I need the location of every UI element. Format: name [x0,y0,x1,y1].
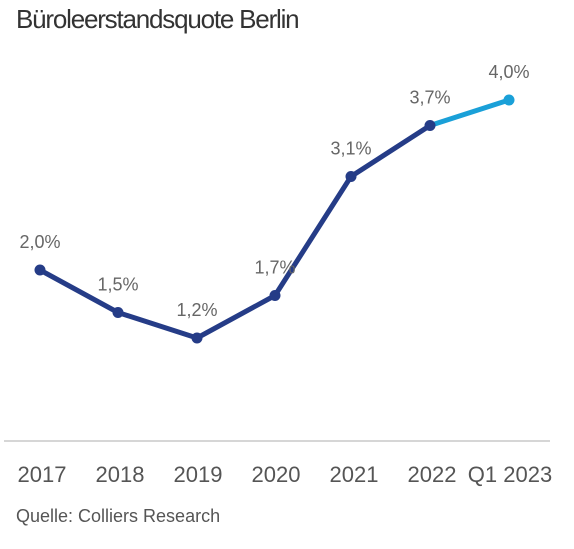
data-point [191,332,203,344]
data-point [269,290,281,301]
series-line-main [37,123,433,341]
x-axis-labels: 2017 2018 2019 2020 2021 2022 Q1 2023 [18,462,553,487]
x-tick-label: 2017 [18,462,67,487]
data-point [345,171,357,182]
data-label: 3,1% [330,139,371,159]
x-tick-label: 2020 [252,462,301,487]
data-points [34,94,515,344]
x-tick-label: 2022 [408,462,457,487]
data-label: 4,0% [488,62,529,82]
x-tick-label: 2021 [330,462,379,487]
x-tick-label: 2019 [174,462,223,487]
data-point [34,264,46,276]
data-point [503,94,515,106]
data-point [112,307,124,318]
data-label: 1,5% [97,275,138,295]
data-point [424,120,436,131]
series-lines [37,97,512,341]
source-note: Quelle: Colliers Research [16,506,221,526]
data-label: 3,7% [409,88,450,108]
series-line-highlight [427,97,512,128]
x-tick-label: Q1 2023 [468,462,552,487]
x-tick-label: 2018 [96,462,145,487]
data-label: 1,2% [176,300,217,320]
data-label: 1,7% [254,258,295,278]
data-labels: 2,0% 1,5% 1,2% 1,7% 3,1% 3,7% 4,0% [19,62,529,320]
data-label: 2,0% [19,232,60,252]
chart-title: Büroleerstandsquote Berlin [16,4,300,34]
